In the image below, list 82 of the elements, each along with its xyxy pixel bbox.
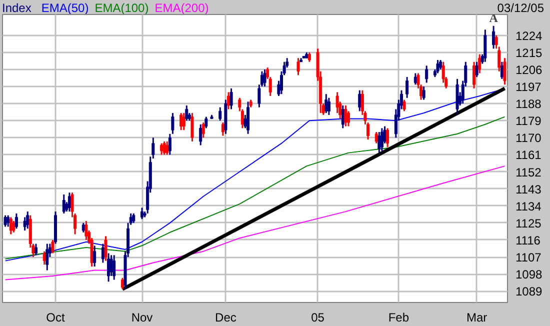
candlestick [140, 207, 144, 220]
candlestick [51, 239, 54, 254]
candlestick [380, 127, 384, 152]
candlestick [246, 100, 250, 135]
candlestick [378, 131, 381, 154]
candlestick [296, 57, 300, 76]
candlestick [478, 54, 482, 74]
candlestick [324, 93, 328, 114]
y-tick-label: 1152 [516, 165, 542, 180]
candlestick [182, 112, 186, 131]
candlestick [166, 140, 169, 156]
x-tick-label: Feb [388, 310, 410, 324]
y-tick-label: 1134 [516, 199, 542, 214]
candlestick [180, 112, 183, 131]
candlestick [46, 243, 49, 272]
x-tick-label: Oct [46, 310, 66, 324]
y-tick-label: 1125 [516, 216, 542, 230]
candlestick [26, 210, 30, 230]
candlestick [344, 104, 348, 128]
candlestick [492, 25, 496, 50]
candlestick [475, 61, 478, 78]
candlestick [402, 99, 406, 112]
candlestick [199, 124, 202, 146]
candlestick [406, 76, 409, 99]
x-tick-label: Mar [466, 310, 488, 324]
x-tick-label: 05 [311, 310, 325, 324]
y-tick-label: 1224 [516, 28, 543, 43]
candlestick [12, 220, 16, 234]
candlestick [132, 212, 136, 224]
candlestick [484, 28, 487, 63]
line-series [4, 166, 506, 280]
candlestick [218, 106, 222, 122]
candlestick [230, 88, 233, 110]
candlestick [84, 220, 88, 241]
candlestick [422, 86, 426, 101]
candlestick [190, 112, 194, 142]
text: EMA(100) [94, 1, 149, 15]
candlestick [162, 140, 166, 156]
y-tick-label: 1179 [516, 114, 542, 128]
candlestick [386, 127, 390, 148]
candlestick [308, 52, 311, 63]
candlestick [112, 254, 116, 281]
candlestick [6, 214, 10, 228]
candlestick [358, 90, 362, 112]
candlestick [14, 212, 18, 230]
candlestick [221, 122, 224, 137]
candlestick [503, 57, 506, 86]
candlestick [374, 131, 378, 144]
candlestick [34, 243, 38, 256]
candlestick [327, 97, 330, 116]
x-tick-label: Nov [131, 310, 153, 324]
candlestick [168, 133, 172, 156]
y-tick-label: 1215 [516, 46, 543, 60]
candlestick [439, 59, 442, 70]
y-tick-label: 1107 [516, 250, 542, 265]
text: EMA(50) [41, 1, 89, 15]
y-tick-label: 1143 [516, 182, 542, 196]
chart-title: Index [2, 1, 32, 15]
candlestick [104, 235, 108, 262]
text: EMA(200) [154, 1, 209, 15]
annotation: 03/12/05 [497, 1, 544, 15]
y-tick-label: 1197 [516, 80, 542, 94]
candlestick [263, 68, 266, 88]
y-tick-label: 1089 [516, 284, 543, 299]
candlestick [204, 116, 208, 129]
candlestick [472, 61, 476, 90]
candlestick [62, 194, 66, 214]
candlestick [425, 64, 428, 84]
y-tick-label: 1098 [516, 268, 543, 282]
candlestick [185, 104, 188, 122]
candlestick [4, 214, 7, 228]
y-tick-label: 1188 [516, 97, 542, 112]
candlestick [107, 252, 110, 282]
y-tick-label: 1161 [516, 148, 542, 162]
candlestick [171, 112, 174, 135]
y-tick-label: 1116 [516, 233, 541, 248]
candlestick [202, 122, 205, 138]
x-tick-label: Dec [215, 310, 236, 324]
y-tick-label: 1206 [516, 62, 543, 77]
y-tick-label: 1170 [516, 131, 542, 146]
candlestick [436, 59, 440, 74]
candlestick [93, 244, 96, 268]
